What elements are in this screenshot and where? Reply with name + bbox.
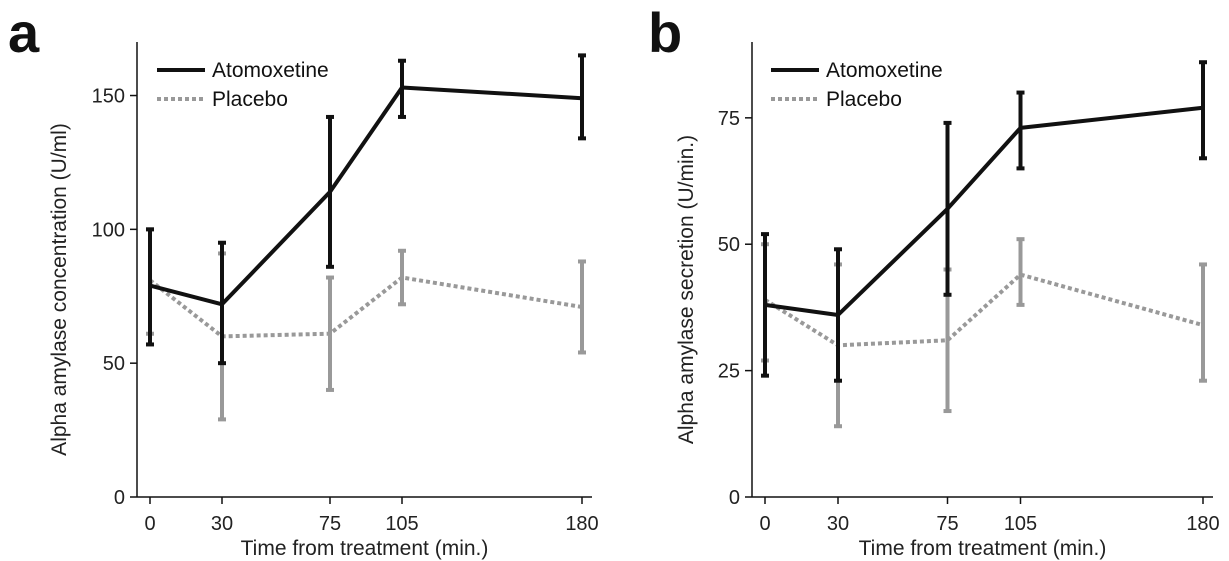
x-tick-label: 75 — [319, 513, 341, 535]
y-tick-label: 0 — [114, 487, 125, 509]
y-tick-label: 0 — [729, 487, 740, 509]
y-axis-label: Alpha amylase concentration (U/ml) — [48, 123, 71, 456]
error-bar — [398, 58, 406, 119]
x-tick-label: 180 — [565, 513, 598, 535]
error-bar — [1199, 262, 1207, 383]
panel-b: b 0 25 50 75 0 30 75 105 180 Time from treatment (… — [648, 1, 1220, 560]
error-bar — [1016, 237, 1025, 307]
legend-label-placebo: Placebo — [826, 88, 902, 111]
legend-label-atomoxetine: Atomoxetine — [826, 59, 943, 82]
error-bar — [146, 227, 154, 347]
series-placebo — [761, 237, 1207, 429]
error-bar — [1199, 60, 1207, 161]
legend: Atomoxetine Placebo — [771, 59, 943, 111]
x-tick-label: 105 — [1004, 513, 1037, 535]
series-line — [764, 105, 1204, 317]
y-tick-label: 50 — [103, 353, 125, 375]
x-tick-label: 105 — [385, 513, 418, 535]
panel-letter: b — [648, 1, 682, 64]
y-tick-label: 100 — [92, 219, 125, 241]
series-placebo — [146, 227, 586, 422]
x-axis-label: Time from treatment (min.) — [859, 537, 1107, 560]
y-tick-label: 150 — [92, 86, 125, 108]
legend-label-atomoxetine: Atomoxetine — [212, 59, 329, 82]
y-tick-label: 50 — [718, 234, 740, 256]
panel-letter: a — [8, 1, 40, 64]
series-atomoxetine — [146, 53, 586, 366]
series-line — [148, 275, 583, 339]
legend: Atomoxetine Placebo — [157, 59, 329, 111]
series-line — [149, 85, 583, 307]
x-tick-label: 180 — [1186, 513, 1219, 535]
x-tick-label: 30 — [211, 513, 233, 535]
legend-label-placebo: Placebo — [212, 88, 288, 111]
x-tick-label: 75 — [936, 513, 958, 535]
x-axis-label: Time from treatment (min.) — [241, 537, 489, 560]
y-axis-label: Alpha amylase secretion (U/min.) — [675, 135, 698, 444]
x-tick-label: 0 — [759, 513, 770, 535]
y-tick-label: 25 — [718, 361, 740, 383]
x-tick-label: 0 — [144, 513, 155, 535]
x-tick-label: 30 — [827, 513, 849, 535]
error-bar — [1016, 90, 1025, 171]
error-bar — [218, 240, 226, 366]
series-line — [763, 272, 1204, 348]
y-tick-label: 75 — [718, 108, 740, 130]
panel-a: a 0 50 100 150 0 30 75 105 180 Time from treatment… — [8, 1, 599, 560]
series-atomoxetine — [761, 60, 1207, 383]
error-bar — [578, 53, 586, 141]
